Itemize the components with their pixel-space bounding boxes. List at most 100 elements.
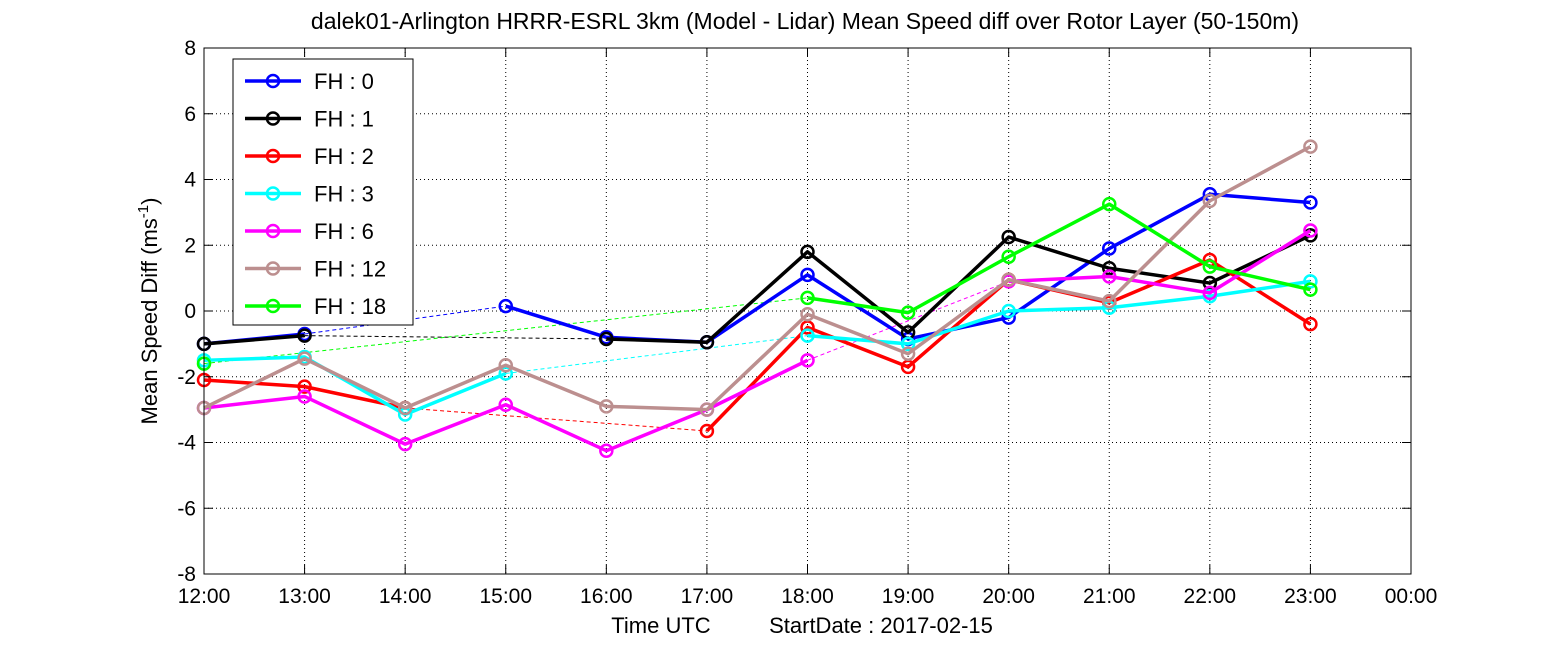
data-point [1303, 316, 1318, 332]
data-point [498, 357, 513, 373]
legend-marker [265, 298, 281, 314]
y-tick-label: 6 [184, 103, 196, 126]
data-point [297, 351, 312, 366]
series-line [1008, 228, 1312, 295]
series-gap-connector [505, 335, 808, 374]
series-fh-3 [196, 274, 1318, 422]
y-axis-label-close: ) [137, 198, 162, 205]
y-tick-label: 8 [184, 37, 196, 60]
legend-marker [265, 223, 281, 239]
data-point [900, 305, 916, 320]
chart-title: dalek01-Arlington HRRR-ESRL 3km (Model -… [311, 8, 1299, 34]
legend-label: FH : 3 [314, 182, 374, 207]
tick-layer: 12:00 13:00 14:00 15:00 16:00 17:00 18:00 19:00… [177, 37, 1437, 608]
data-point [1102, 196, 1117, 212]
data-point [1202, 285, 1218, 301]
data-point [599, 399, 614, 414]
x-tick-label: 12:00 [178, 585, 231, 608]
data-point [800, 267, 815, 283]
data-point [699, 334, 715, 350]
series-line [807, 279, 1311, 346]
data-point [297, 389, 312, 404]
x-tick-label: 23:00 [1284, 585, 1337, 608]
data-point [1001, 303, 1016, 319]
data-point [800, 328, 815, 343]
data-point [397, 400, 413, 416]
y-tick-label: -8 [177, 563, 196, 586]
data-point [397, 436, 413, 452]
x-axis-label: Time UTC [611, 613, 711, 638]
series-line [203, 355, 507, 417]
y-tick-label: 2 [184, 234, 196, 257]
legend-label: FH : 6 [314, 219, 374, 244]
legend: FH : 0 FH : 1 FH : 2 FH : 3 FH : 6 FH : 12 FH … [232, 58, 414, 326]
x-tick-label: 22:00 [1184, 585, 1237, 608]
legend-marker [265, 148, 281, 164]
series-layer [196, 139, 1318, 458]
y-tick-label: -4 [177, 432, 196, 455]
x-tick-label: 15:00 [479, 585, 532, 608]
x-tick-label: 20:00 [982, 585, 1035, 608]
x-tick-label: 16:00 [580, 585, 633, 608]
x-tick-label: 14:00 [379, 585, 432, 608]
x-tick-label: 13:00 [278, 585, 331, 608]
x-tick-label: 17:00 [681, 585, 734, 608]
legend-label: FH : 0 [314, 69, 374, 94]
data-point [297, 379, 312, 394]
legend-label: FH : 1 [314, 107, 374, 132]
y-tick-label: -6 [177, 497, 196, 520]
data-point [1001, 272, 1016, 288]
data-point [498, 298, 513, 314]
series-line [203, 333, 305, 346]
data-point [1102, 269, 1117, 284]
legend-label: FH : 2 [314, 144, 374, 169]
x-tick-label: 19:00 [882, 585, 935, 608]
x-axis-startdate: StartDate : 2017-02-15 [769, 613, 993, 638]
data-point [297, 328, 312, 343]
series-gap-connector [304, 335, 607, 340]
data-point [498, 366, 513, 381]
data-point [1303, 223, 1318, 238]
x-tick-label: 00:00 [1385, 585, 1438, 608]
y-axis-label: Mean Speed Diff (ms-1) [135, 198, 162, 425]
data-point [1303, 195, 1318, 210]
data-point [1102, 261, 1117, 276]
data-point [599, 331, 614, 347]
data-point [1303, 139, 1318, 154]
legend-marker [265, 73, 281, 89]
legend-label: FH : 12 [314, 257, 386, 282]
data-point [699, 402, 715, 417]
data-point [1303, 274, 1318, 289]
data-point [1102, 293, 1117, 309]
data-point [800, 244, 815, 260]
y-axis-label-sup: -1 [135, 205, 152, 218]
legend-marker [265, 111, 281, 126]
data-point [900, 346, 916, 361]
x-tick-label: 18:00 [781, 585, 834, 608]
data-point [1202, 193, 1218, 209]
data-point [1102, 241, 1117, 256]
series-gap-connector [405, 407, 707, 432]
series-line [203, 378, 406, 410]
data-point [800, 290, 815, 306]
data-point [1303, 282, 1318, 297]
series-gap-connector [807, 280, 1009, 361]
series-line [807, 202, 1311, 315]
y-tick-label: -2 [177, 366, 196, 389]
data-point [800, 307, 815, 322]
x-tick-label: 21:00 [1083, 585, 1136, 608]
y-tick-label: 0 [184, 300, 196, 323]
y-tick-label: 4 [184, 169, 196, 192]
data-point [1001, 229, 1016, 245]
data-point [599, 443, 614, 458]
data-point [900, 336, 916, 352]
data-point [1001, 249, 1016, 265]
legend-label: FH : 18 [314, 294, 386, 319]
y-axis-label-main: Mean Speed Diff (ms [137, 218, 162, 424]
data-point [498, 397, 513, 412]
legend-marker [265, 186, 281, 201]
data-point [699, 423, 715, 439]
data-point [1202, 259, 1218, 274]
